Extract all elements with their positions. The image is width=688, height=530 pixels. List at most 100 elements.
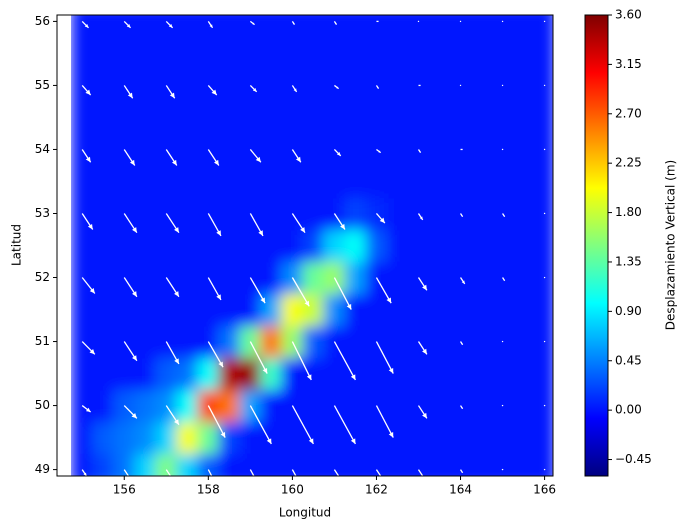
arrow-head <box>386 297 392 304</box>
heat-cell <box>176 68 199 102</box>
heat-cell <box>281 100 304 134</box>
arrow <box>417 277 428 291</box>
arrow-head <box>131 413 137 419</box>
arrow-head <box>266 438 272 444</box>
arrow-head <box>84 23 89 28</box>
arrow-head <box>85 407 91 412</box>
heat-cell <box>239 357 262 391</box>
heat-cell <box>344 196 367 230</box>
heat-cell <box>323 36 346 70</box>
heat-cell <box>176 357 199 391</box>
heat-cell <box>218 421 241 455</box>
heat-cell <box>113 100 136 134</box>
heat-cell <box>407 228 430 263</box>
arrow <box>543 84 546 87</box>
arrow-head <box>132 227 137 233</box>
arrow-head <box>422 412 427 419</box>
heat-cell <box>344 68 367 102</box>
heat-cell <box>281 453 304 476</box>
arrow-head <box>336 152 341 156</box>
heat-cell <box>71 228 94 263</box>
heat-cell <box>260 15 283 38</box>
arrow <box>123 85 134 99</box>
heat-cell <box>71 15 94 38</box>
heat-cell <box>260 164 283 198</box>
heat-cell <box>176 453 199 476</box>
heat-cell <box>113 453 136 476</box>
heat-cell <box>239 15 262 38</box>
heat-cell <box>365 36 388 70</box>
heat-cell <box>302 68 325 102</box>
x-tick-label: 160 <box>281 483 304 497</box>
heat-cell <box>176 100 199 134</box>
heat-cell <box>512 293 535 327</box>
heat-cell <box>344 421 367 455</box>
heat-cell <box>176 196 199 230</box>
heat-cell <box>323 68 346 102</box>
arrow-head <box>461 407 463 409</box>
heat-cell <box>449 132 472 166</box>
heat-cell <box>176 36 199 70</box>
arrow <box>376 20 379 23</box>
arrow-shaft <box>375 341 394 374</box>
arrow-dot <box>543 212 546 215</box>
y-axis-label: Latitud <box>10 224 24 266</box>
arrow <box>543 148 546 151</box>
heat-cell <box>344 36 367 70</box>
arrow-shaft <box>249 405 272 445</box>
arrow <box>543 404 546 407</box>
heat-cell <box>113 36 136 70</box>
heat-cell <box>134 164 157 198</box>
arrow <box>123 277 138 298</box>
arrow-head <box>340 223 345 230</box>
heat-cell <box>323 132 346 166</box>
arrow <box>417 469 424 476</box>
heat-cell <box>512 325 535 359</box>
arrow <box>417 20 420 23</box>
arrow <box>81 469 87 476</box>
heat-cell <box>449 421 472 455</box>
arrow-head <box>306 374 312 380</box>
heat-cell <box>407 357 430 391</box>
heat-cell <box>344 100 367 134</box>
heat-cell <box>344 357 367 391</box>
heat-cell <box>113 15 136 38</box>
heat-cell <box>302 293 325 327</box>
heat-cell <box>176 228 199 263</box>
arrow-head <box>255 156 261 163</box>
heat-cell <box>176 261 199 295</box>
arrow <box>207 469 226 502</box>
arrow <box>459 20 462 23</box>
heat-cell <box>92 164 115 198</box>
arrow-dot <box>543 404 546 407</box>
heat-cell <box>113 228 136 263</box>
heat-cell <box>533 164 553 198</box>
heat-cell <box>155 357 178 391</box>
arrow-head <box>258 230 263 236</box>
heat-cell <box>71 293 94 327</box>
arrow-shaft <box>207 469 213 476</box>
heat-cell <box>365 164 388 198</box>
heat-cell <box>386 228 409 263</box>
heat-cell <box>428 261 451 295</box>
heat-cell <box>176 293 199 327</box>
arrow-head <box>388 367 394 374</box>
colorbar-tick-label: −0.45 <box>615 452 652 466</box>
arrow-head <box>85 89 91 96</box>
heat-cell <box>92 196 115 230</box>
colorbar-tick-label: 1.80 <box>615 205 642 219</box>
arrow <box>123 341 138 362</box>
heat-cell <box>428 228 451 263</box>
heat-cell <box>470 132 493 166</box>
heat-cell <box>239 228 262 263</box>
heat-cell <box>134 15 157 38</box>
heat-cell <box>176 132 199 166</box>
arrow <box>417 405 428 419</box>
heat-cell <box>344 453 367 476</box>
arrow <box>165 341 180 365</box>
heat-cell <box>449 293 472 327</box>
heat-cell <box>449 389 472 423</box>
heat-cell <box>71 36 94 70</box>
heat-cell <box>344 261 367 295</box>
arrow-head <box>221 496 226 502</box>
